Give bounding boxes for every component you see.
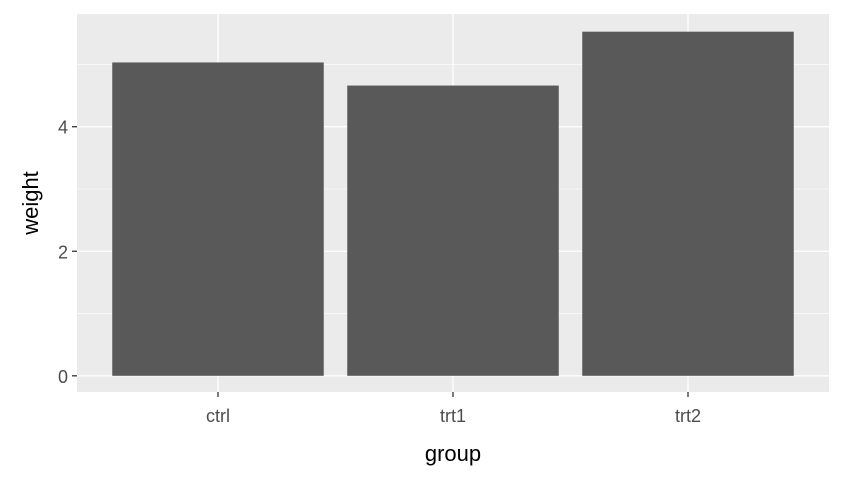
x-axis-label: group <box>425 441 481 466</box>
y-axis-label: weight <box>18 171 43 236</box>
bar-trt2 <box>582 31 794 376</box>
y-tick-label: 4 <box>58 118 68 138</box>
x-tick-label: trt2 <box>675 406 701 426</box>
bar-ctrl <box>112 62 324 376</box>
y-tick-label: 2 <box>58 242 68 262</box>
x-tick-label: trt1 <box>440 406 466 426</box>
axes: 0 2 4 ctrl trt1 trt2 <box>58 118 701 426</box>
y-tick-label: 0 <box>58 367 68 387</box>
bar-trt1 <box>347 85 559 376</box>
bars <box>112 31 794 376</box>
x-tick-label: ctrl <box>206 406 230 426</box>
